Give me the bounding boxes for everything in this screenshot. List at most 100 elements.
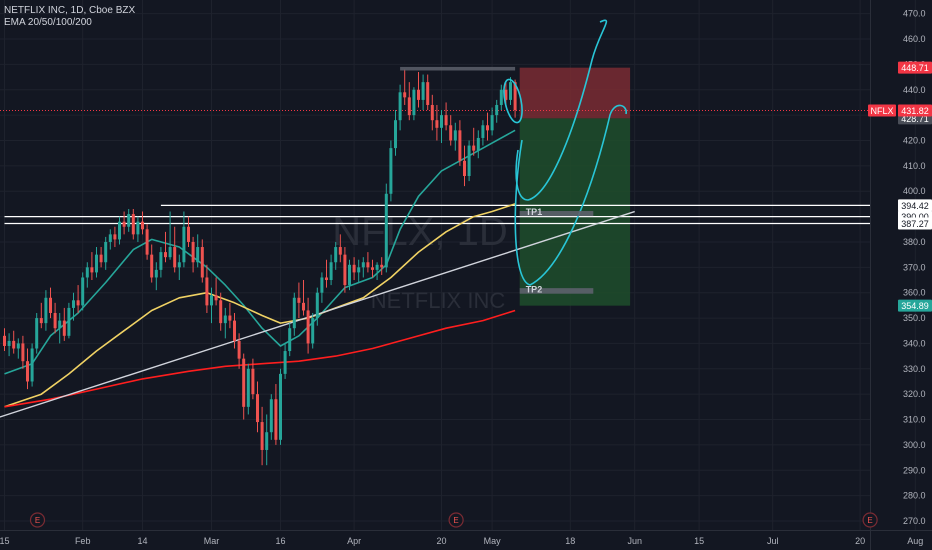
candle-body [444, 115, 448, 126]
candle-body [30, 348, 34, 382]
candle-body [513, 82, 517, 111]
candle-body [435, 120, 439, 128]
candle-body [463, 160, 466, 177]
price-tick-label: 380.0 [903, 237, 926, 247]
symbol-badge-label: NFLX [870, 106, 893, 116]
candle-body [366, 262, 370, 268]
candle-body [187, 226, 190, 242]
candle-body [398, 92, 402, 121]
candle-body [315, 292, 319, 319]
candle-body [357, 267, 361, 273]
candle-body [182, 226, 186, 263]
candle-body [371, 267, 374, 270]
candle-body [191, 241, 195, 263]
candle-body [417, 89, 420, 100]
level-394-tag [898, 199, 932, 212]
time-tick-label: Mar [204, 536, 220, 546]
projection-path-2[interactable] [514, 104, 627, 286]
stop-tag-label: 448.71 [901, 63, 929, 73]
candle-body [412, 89, 416, 116]
candle-body [118, 221, 121, 240]
candle-body [472, 145, 476, 151]
earnings-marker-icon[interactable] [448, 512, 464, 528]
price-tick-label: 340.0 [903, 338, 926, 348]
price-tick-label: 360.0 [903, 288, 926, 298]
candle-body [265, 432, 269, 450]
symbol-info[interactable]: NETFLIX INC, 1D, Cboe BZX [4, 5, 136, 16]
price-tick-label: 280.0 [903, 491, 926, 501]
tp1-label: TP1 [526, 207, 543, 217]
candle-body [458, 130, 462, 161]
candle-body [58, 320, 62, 329]
candle-body [297, 297, 301, 303]
candle-body [127, 214, 131, 227]
candle-body [481, 125, 485, 138]
candle-body [246, 368, 250, 407]
ema-lines [4, 129, 516, 408]
tp1-box[interactable] [519, 211, 594, 217]
level-394-tag-label: 394.42 [901, 201, 929, 211]
candle-body [325, 277, 328, 281]
level-390-tag-label: 390.00 [901, 212, 929, 222]
candle-body [384, 193, 388, 268]
candle-body [173, 247, 177, 268]
candle-body [214, 295, 218, 301]
candle-body [26, 361, 29, 382]
candle-body [403, 92, 407, 98]
earnings-marker-icon[interactable] [862, 512, 878, 528]
time-tick-label: 15 [694, 536, 704, 546]
candle-body [490, 115, 494, 131]
candle-body [7, 340, 11, 346]
hand-drawn-projection[interactable] [501, 19, 627, 286]
candle-body [348, 264, 351, 286]
candle-body [394, 120, 397, 149]
watermark-name: NETFLIX INC [371, 288, 506, 313]
candles [3, 69, 517, 466]
time-tick-label: 16 [275, 536, 285, 546]
candle-body [256, 394, 259, 423]
time-tick-label: May [484, 536, 502, 546]
stop-tag [898, 61, 932, 74]
position-zones[interactable] [519, 67, 631, 306]
candle-body [223, 315, 227, 324]
entry-tag-label: 428.71 [901, 114, 929, 124]
annotation-boxes[interactable]: TP1 TP2 [400, 66, 594, 295]
candle-body [76, 300, 80, 306]
candle-body [90, 267, 94, 273]
candle-body [467, 145, 471, 177]
candle-body [509, 82, 512, 100]
price-tick-label: 440.0 [903, 85, 926, 95]
earnings-marker-label: E [867, 516, 872, 525]
highlight-ellipse[interactable] [501, 78, 526, 124]
symbol-badge [868, 104, 896, 117]
current-tag-label: 431.82 [901, 106, 929, 116]
candle-body [108, 234, 112, 242]
candle-body [136, 221, 140, 235]
stop-loss-zone[interactable] [519, 67, 631, 119]
candle-body [334, 247, 338, 263]
candle-body [504, 89, 508, 100]
price-tick-label: 400.0 [903, 186, 926, 196]
candle-body [453, 130, 457, 141]
candle-body [210, 295, 213, 306]
earnings-marker-icon[interactable] [29, 512, 46, 528]
candle-body [49, 297, 52, 313]
price-tick-label: 460.0 [903, 34, 926, 44]
indicator-info[interactable]: EMA 20/50/100/200 [4, 17, 92, 28]
candle-body [251, 368, 255, 395]
candle-body [242, 358, 246, 407]
candle-body [53, 312, 57, 329]
candle-body [81, 277, 85, 306]
projection-path-1[interactable] [515, 19, 608, 201]
price-tick-label: 370.0 [903, 262, 926, 272]
time-axis[interactable]: 15 Feb 14 Mar 16 Apr 20 May 18 Jun 15 Jul 20 Aug E E E [0, 512, 932, 546]
candle-body [320, 277, 324, 293]
candle-body [426, 82, 430, 105]
consolidation-box[interactable] [400, 66, 516, 71]
price-tick-label: 420.0 [903, 135, 926, 145]
tp2-box[interactable] [519, 288, 594, 294]
price-tick-label: 320.0 [903, 389, 926, 399]
